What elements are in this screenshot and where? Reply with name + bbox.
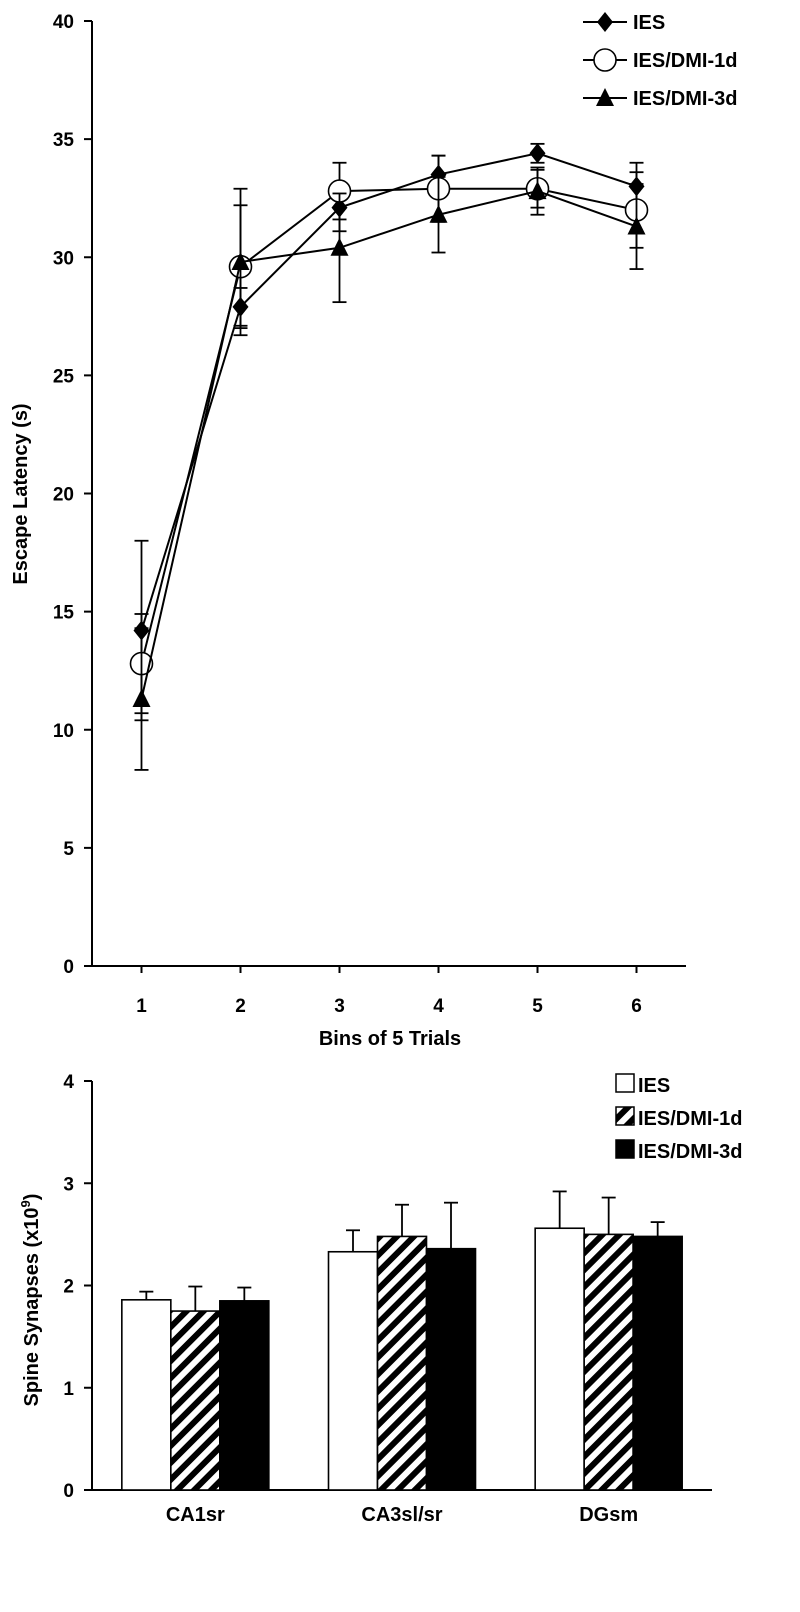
legend-swatch [615,1106,635,1126]
error-bar [601,1196,616,1235]
legend-entry-ies: IES [583,12,665,34]
error-bar [188,1285,203,1312]
error-bar [395,1203,409,1237]
legend-label: IES [633,12,665,34]
bar-group-ca3sl-sr [327,1201,477,1491]
legend-entry-ies-dmi-1d: IES/DMI-1d [583,48,737,72]
bar-ies [121,1299,172,1491]
error-bar [346,1229,360,1252]
legend-label: IES/DMI-3d [633,88,737,110]
line-chart-x-ticks: 1 2 3 4 5 6 [136,966,642,1017]
data-point [627,216,646,235]
category-label: CA1sr [166,1504,225,1526]
data-point [132,689,151,708]
legend-marker [596,88,614,106]
data-point [231,251,250,270]
series-ies-dmi-3d [132,166,646,771]
y-tick-label: 35 [53,130,75,151]
y-tick-label: 0 [63,1481,74,1502]
bar-ies-dmi-3d [219,1300,270,1491]
bar-chart-bars [121,1190,683,1491]
legend-marker [597,12,613,32]
bar-chart: 0 1 2 3 4 CA1sr CA3sl/sr DGsm Spine Synapses (… [18,1072,742,1526]
x-tick-label: 6 [631,996,642,1017]
error-bar [139,1290,154,1300]
legend-entry-ies: IES [615,1073,670,1097]
y-tick-label: 4 [63,1072,74,1093]
line-chart-legend: IES IES/DMI-1d IES/DMI-3d [583,12,737,110]
line-chart-x-label: Bins of 5 Trials [319,1028,461,1050]
legend-label: IES/DMI-1d [638,1108,742,1130]
legend-label: IES/DMI-3d [638,1141,742,1163]
legend-label: IES [638,1075,670,1097]
bar-chart-y-label-main: Spine Synapses (x10 [21,1207,43,1406]
bar-chart-y-label: Spine Synapses (x109) [18,1194,43,1407]
bar-ies-dmi-1d [583,1233,634,1491]
y-tick-label: 30 [53,248,74,269]
legend-label: IES/DMI-1d [633,50,737,72]
error-bar [237,1286,252,1301]
x-tick-label: 2 [235,996,246,1017]
bar-chart-y-ticks: 0 1 2 3 4 [63,1072,92,1502]
error-bar [650,1221,665,1237]
x-tick-label: 4 [433,996,444,1017]
bar-chart-y-label-exponent: 9 [18,1200,33,1207]
data-point [528,181,547,200]
series-line [140,152,637,631]
bar-chart-category-labels: CA1sr CA3sl/sr DGsm [166,1504,638,1526]
x-tick-label: 5 [532,996,543,1017]
series-line [140,190,637,700]
bar-ies-dmi-1d [376,1235,428,1491]
y-tick-label: 10 [53,721,74,742]
line-chart-y-label: Escape Latency (s) [10,403,32,584]
y-tick-label: 25 [53,366,75,387]
bar-ies [534,1227,585,1491]
bar-ies-dmi-3d [632,1235,683,1491]
bar-ies-dmi-1d [170,1310,221,1491]
bar-chart-legend: IES IES/DMI-1d IES/DMI-3d [615,1073,742,1163]
bar-group-ca1sr [121,1285,270,1491]
line-chart-axes [91,21,686,967]
legend-swatch [615,1139,635,1159]
data-point [429,204,448,223]
series-line [140,187,637,664]
y-tick-label: 0 [63,957,74,978]
bar-group-dgsm [534,1190,683,1491]
legend-swatch [615,1073,635,1093]
bar-ies [327,1250,379,1491]
line-chart-y-ticks: 0 5 10 15 20 25 30 35 40 [53,12,92,978]
error-bar [444,1201,458,1249]
y-tick-label: 40 [53,12,74,33]
y-tick-label: 3 [63,1174,74,1195]
category-label: CA3sl/sr [361,1504,442,1526]
x-tick-label: 3 [334,996,345,1017]
x-tick-label: 1 [136,996,147,1017]
category-label: DGsm [579,1504,638,1526]
y-tick-label: 2 [63,1277,74,1298]
series-ies [133,142,645,722]
line-chart: 0 5 10 15 20 25 30 35 40 1 2 3 4 5 6 Bins of 5 Trials… [10,12,737,1050]
y-tick-label: 15 [53,603,75,624]
line-chart-series [129,142,649,771]
legend-marker [593,48,617,72]
data-point [529,143,546,164]
error-bar [552,1190,567,1229]
bar-ies-dmi-3d [425,1247,477,1491]
series-ies-dmi-1d [129,154,649,715]
y-tick-label: 5 [63,839,74,860]
y-tick-label: 1 [63,1379,74,1400]
y-tick-label: 20 [53,485,74,506]
legend-entry-ies-dmi-1d: IES/DMI-1d [615,1106,742,1130]
data-point [330,237,349,256]
legend-entry-ies-dmi-3d: IES/DMI-3d [583,88,737,110]
legend-entry-ies-dmi-3d: IES/DMI-3d [615,1139,742,1163]
bar-chart-y-label-end: ) [21,1194,43,1201]
